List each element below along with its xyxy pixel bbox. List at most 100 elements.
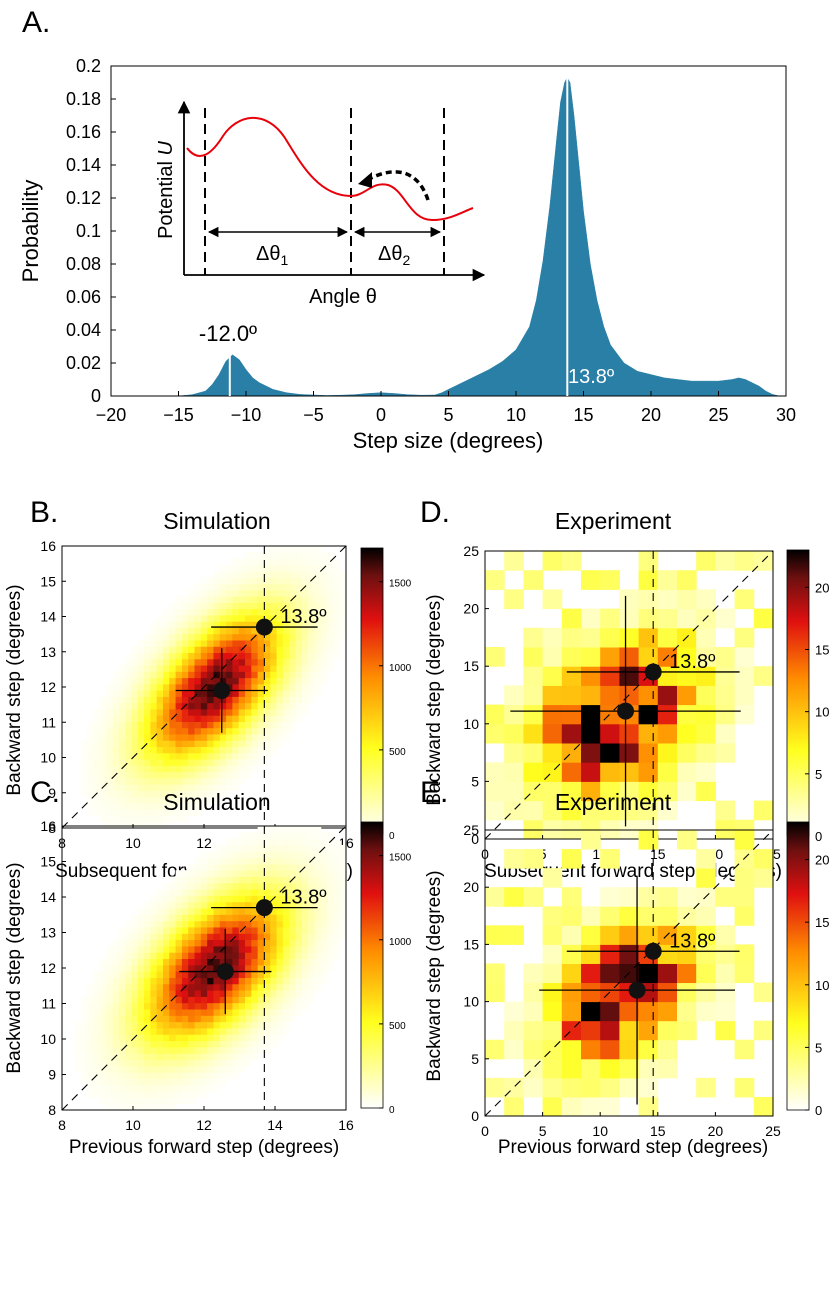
heatmap-cell (308, 952, 315, 960)
heatmap-cell (289, 1002, 297, 1010)
heatmap-cell (169, 1059, 177, 1067)
heatmap-cell (238, 945, 246, 953)
heatmap-cell (181, 727, 189, 735)
heatmap-cell (542, 743, 563, 763)
heatmap-cell (314, 633, 322, 641)
heatmap-cell (188, 983, 196, 991)
x-tick-label: 25 (765, 1123, 781, 1139)
heatmap-cell (295, 857, 303, 865)
heatmap-cell (696, 551, 716, 571)
heatmap-cell (162, 677, 170, 685)
heatmap-cell (257, 690, 265, 697)
panel-d: D.Experiment13.8º05101520250510152025Sub… (420, 496, 829, 882)
potential-inset: Δθ1 Δθ2 Potential U Angle θ (155, 100, 486, 308)
y-tick-label: 0.06 (66, 287, 101, 307)
heatmap-cell (257, 914, 265, 922)
heatmap-cell (188, 677, 196, 685)
colorbar-tick-label: 0 (815, 1103, 822, 1118)
heatmap-cell (232, 939, 240, 947)
heatmap-cell (226, 652, 233, 660)
heatmap-cell (333, 876, 341, 884)
heatmap-cell (276, 826, 284, 833)
heatmap-cell (112, 815, 120, 823)
heatmap-cell (257, 715, 265, 722)
heatmap-cell (131, 1103, 139, 1111)
heatmap-cell (99, 752, 107, 760)
heatmap-cell (213, 658, 221, 666)
heatmap-cell (226, 589, 233, 597)
heatmap-cell (87, 746, 95, 754)
heatmap-cell (99, 702, 107, 710)
heatmap-cell (600, 849, 620, 869)
heatmap-cell (251, 857, 259, 865)
heatmap-cell (257, 746, 265, 754)
heatmap-cell (181, 908, 189, 915)
heatmap-cell (93, 727, 101, 735)
heatmap-cell (200, 596, 208, 603)
heatmap-cell (561, 627, 582, 648)
heatmap-cell (245, 752, 252, 760)
y-tick-label: 15 (463, 658, 479, 674)
heatmap-cell (542, 1096, 563, 1117)
heatmap-cell (289, 945, 297, 953)
heatmap-cell (131, 821, 139, 829)
heatmap-cell (200, 640, 208, 647)
heatmap-cell (485, 647, 505, 667)
heatmap-cell (226, 740, 233, 748)
heatmap-cell (181, 734, 189, 741)
heatmap-cell (194, 715, 202, 722)
heatmap-cell (295, 870, 303, 877)
heatmap-cell (333, 901, 341, 909)
heatmap-cell (181, 1002, 189, 1010)
heatmap-cell (194, 777, 202, 785)
heatmap-cell (169, 633, 177, 641)
heatmap-cell (175, 933, 183, 941)
heatmap-cell (156, 1091, 164, 1098)
heatmap-cell (200, 1046, 208, 1054)
heatmap-cell (308, 901, 315, 909)
heatmap-cell (162, 1021, 170, 1029)
heatmap-cell (219, 677, 227, 685)
heatmap-cell (200, 1091, 208, 1098)
heatmap-cell (200, 863, 208, 871)
heatmap-cell (219, 571, 227, 578)
heatmap-cell (162, 727, 170, 735)
heatmap-cell (118, 952, 126, 960)
heatmap-cell (226, 777, 233, 785)
heatmap-cell (333, 952, 341, 960)
heatmap-cell (314, 602, 322, 610)
heatmap-cell (677, 887, 697, 907)
heatmap-cell (125, 683, 132, 691)
heatmap-cell (144, 784, 151, 791)
heatmap-cell (137, 908, 145, 915)
heatmap-cell (245, 708, 252, 716)
heatmap-cell (112, 939, 120, 947)
heatmap-cell (162, 908, 170, 915)
heatmap-cell (144, 809, 151, 816)
heatmap-cell (320, 677, 328, 685)
heatmap-cell (226, 1034, 233, 1042)
heatmap-cell (137, 926, 145, 934)
heatmap-cell (657, 627, 678, 648)
heatmap-cell (87, 721, 95, 729)
heatmap-cell (263, 658, 271, 666)
heatmap-axes-frame (484, 550, 774, 840)
heatmap-cell (677, 723, 697, 744)
heatmap-cell (194, 1015, 202, 1023)
heatmap-cell (504, 887, 524, 907)
heatmap-cell (226, 677, 233, 685)
heatmap-cell (308, 958, 315, 966)
heatmap-cell (619, 589, 640, 610)
heatmap-cell (175, 895, 183, 903)
heatmap-cell (657, 906, 678, 926)
heatmap-cell (131, 1091, 139, 1098)
heatmap-cell (232, 765, 240, 773)
heatmap-cell (270, 958, 278, 966)
y-axis-label: Backward step (degrees) (4, 584, 25, 795)
heatmap-cell (270, 621, 278, 628)
heatmap-cell (112, 964, 120, 972)
heatmap-cell (295, 552, 303, 560)
heatmap-cell (156, 614, 164, 622)
